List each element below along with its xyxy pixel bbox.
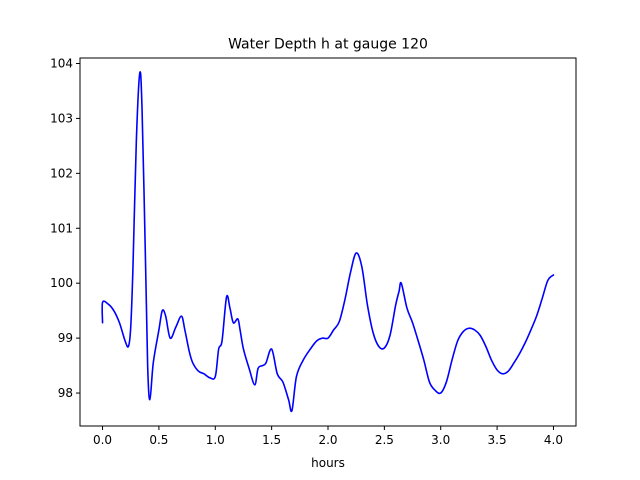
x-tick-label: 1.0 [206, 433, 225, 447]
x-axis: 0.0 0.5 1.0 1.5 2.0 2.5 3.0 3.5 4.0 [93, 426, 563, 447]
y-tick-label: 102 [50, 166, 73, 180]
y-tick-label: 104 [50, 56, 73, 70]
x-tick-label: 2.0 [318, 433, 337, 447]
y-tick-label: 101 [50, 221, 73, 235]
y-tick-label: 98 [58, 386, 73, 400]
y-axis: 98 99 100 101 102 103 104 [50, 56, 80, 400]
series-group [101, 71, 555, 413]
x-tick-label: 3.5 [488, 433, 507, 447]
x-tick-label: 2.5 [375, 433, 394, 447]
y-tick-label: 99 [58, 331, 73, 345]
x-tick-label: 0.0 [93, 433, 112, 447]
x-axis-label: hours [311, 456, 345, 470]
chart-title: Water Depth h at gauge 120 [228, 37, 428, 53]
y-tick-label: 100 [50, 276, 73, 290]
x-tick-label: 4.0 [544, 433, 563, 447]
y-tick-label: 103 [50, 111, 73, 125]
x-tick-label: 0.5 [149, 433, 168, 447]
x-tick-label: 1.5 [262, 433, 281, 447]
x-tick-label: 3.0 [431, 433, 450, 447]
series-line-0 [101, 71, 555, 413]
